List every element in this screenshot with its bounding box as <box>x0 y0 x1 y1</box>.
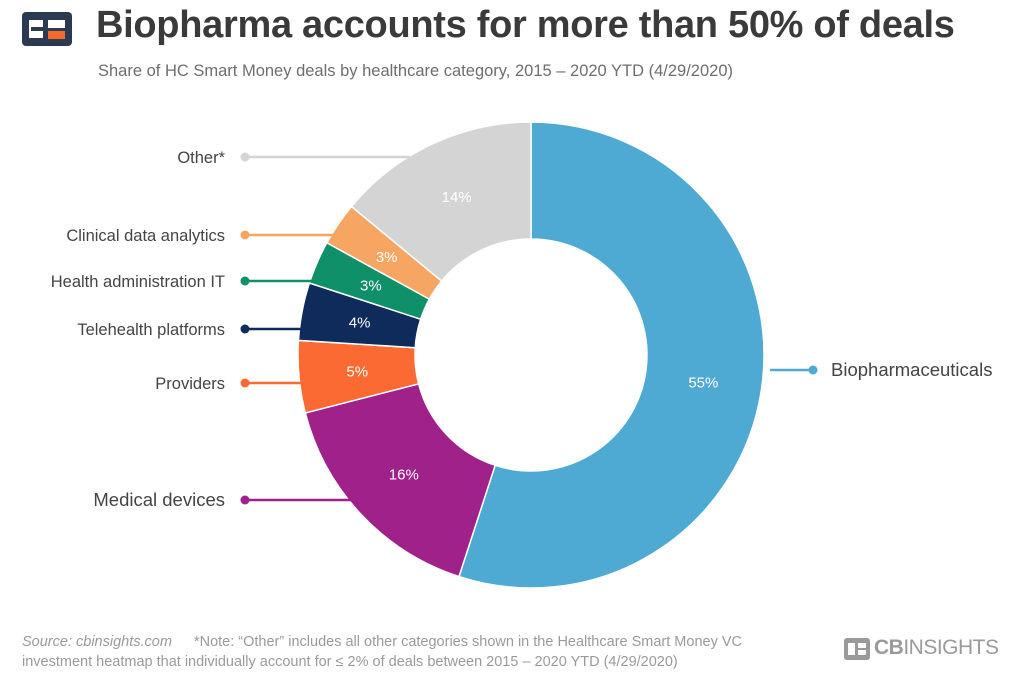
cbinsights-logo-icon <box>22 12 72 46</box>
chart-title: Biopharma accounts for more than 50% of … <box>96 4 955 46</box>
value-label-clinical-data-analytics: 3% <box>376 249 398 266</box>
cbinsights-brand: CBINSIGHTS <box>844 636 1004 660</box>
value-label-biopharmaceuticals: 55% <box>688 374 718 391</box>
slice-medical-devices <box>304 382 497 578</box>
leader-dot-clinical-data-analytics <box>240 230 250 240</box>
category-label-telehealth-platforms: Telehealth platforms <box>77 321 225 339</box>
leader-dot-health-administration-it <box>240 276 250 286</box>
leader-dot-biopharmaceuticals <box>808 365 818 375</box>
cbinsights-brand-icon <box>844 638 870 660</box>
leader-dot-providers <box>240 378 250 388</box>
footer-note: Source: cbinsights.com *Note: “Other” in… <box>22 632 822 672</box>
slice-other <box>350 121 532 283</box>
leader-dot-medical-devices <box>240 495 250 505</box>
category-label-medical-devices: Medical devices <box>93 489 225 510</box>
category-label-biopharmaceuticals: Biopharmaceuticals <box>831 359 992 380</box>
value-label-providers: 5% <box>346 363 368 380</box>
brand-cb: CB <box>874 636 904 659</box>
leader-dot-other <box>240 152 250 162</box>
value-label-health-administration-it: 3% <box>360 278 382 295</box>
category-label-health-administration-it: Health administration IT <box>51 273 225 291</box>
value-label-telehealth-platforms: 4% <box>349 314 371 331</box>
category-label-other: Other* <box>177 149 225 167</box>
note-line-2: investment heatmap that individually acc… <box>22 654 678 670</box>
chart-subtitle: Share of HC Smart Money deals by healthc… <box>98 62 734 80</box>
category-label-providers: Providers <box>155 375 225 393</box>
leader-dot-telehealth-platforms <box>240 324 250 334</box>
category-label-clinical-data-analytics: Clinical data analytics <box>66 227 225 245</box>
slice-biopharmaceuticals <box>458 121 765 589</box>
brand-insights: INSIGHTS <box>903 636 999 659</box>
value-label-other: 14% <box>442 189 472 206</box>
value-label-medical-devices: 16% <box>389 466 419 483</box>
note-line-1: *Note: “Other” includes all other catego… <box>193 634 743 650</box>
source-text: Source: cbinsights.com <box>22 634 172 650</box>
